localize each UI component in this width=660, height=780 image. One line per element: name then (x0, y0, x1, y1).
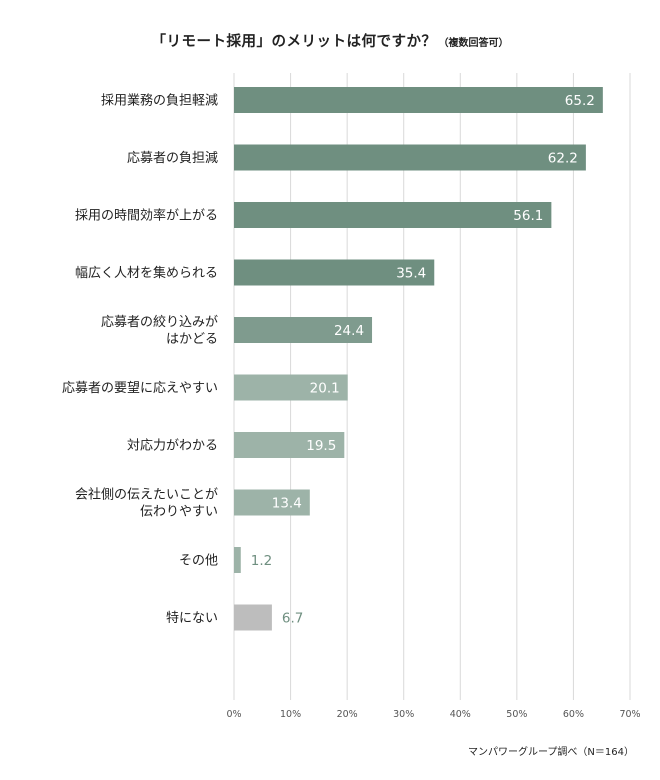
value-label: 13.4 (272, 496, 302, 512)
category-label: 対応力がわかる (127, 439, 218, 454)
category-label: 採用の時間効率が上がる (75, 208, 218, 224)
chart-title-note: （複数回答可） (438, 38, 509, 49)
chart-title-main: 「リモート採用」のメリットは何ですか？ (151, 34, 437, 50)
bar (234, 374, 348, 401)
category-label: 応募者の負担減 (127, 150, 218, 166)
value-label: 19.5 (306, 438, 336, 454)
x-tick-label: 70% (619, 709, 640, 720)
x-tick-label: 0% (226, 709, 241, 720)
bar (234, 202, 552, 228)
value-label: 1.2 (251, 553, 272, 569)
category-label: 採用業務の負担軽減 (101, 93, 218, 109)
category-label: その他 (179, 554, 218, 569)
category-label: 応募者の要望に応えやすい (62, 380, 218, 396)
bar (234, 259, 435, 286)
bar (234, 87, 603, 113)
x-tick-label: 10% (280, 709, 301, 720)
value-label: 24.4 (334, 323, 364, 339)
x-tick-label: 60% (563, 709, 584, 720)
x-tick-label: 50% (506, 709, 527, 720)
value-label: 56.1 (513, 208, 543, 224)
value-label: 35.4 (396, 266, 426, 282)
category-label: 特にない (166, 611, 218, 626)
x-tick-label: 30% (393, 709, 414, 720)
category-label: 会社側の伝えたいことが伝わりやすい (75, 487, 218, 520)
value-label: 62.2 (548, 151, 578, 167)
source-note: マンパワーグループ調べ（N＝164） (468, 747, 634, 758)
chart-title: 「リモート採用」のメリットは何ですか？ （複数回答可） (0, 30, 660, 51)
bar (234, 432, 345, 458)
bar (234, 144, 586, 171)
category-label: 応募者の絞り込みがはかどる (101, 315, 218, 347)
bar (234, 489, 310, 516)
category-label: 幅広く人材を集められる (75, 265, 218, 281)
x-tick-label: 20% (337, 709, 358, 720)
x-tick-label: 40% (450, 709, 471, 720)
bar (234, 317, 373, 343)
value-label: 65.2 (565, 93, 595, 109)
bar (234, 547, 241, 573)
bar (234, 604, 272, 631)
value-label: 20.1 (310, 381, 340, 397)
value-label: 6.7 (282, 611, 303, 627)
